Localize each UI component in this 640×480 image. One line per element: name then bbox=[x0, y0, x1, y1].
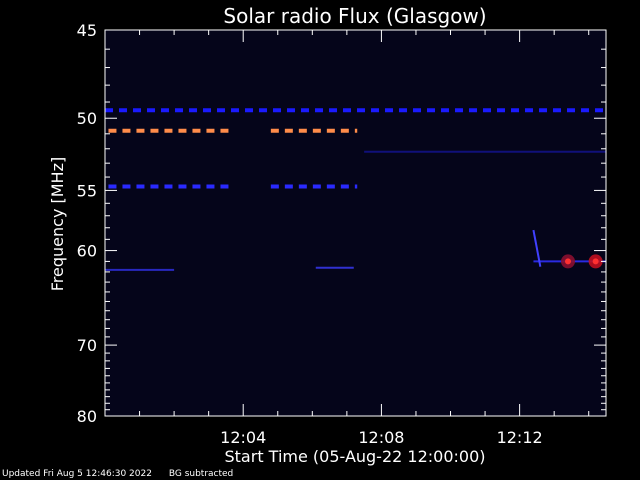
chart-title: Solar radio Flux (Glasgow) bbox=[223, 4, 486, 28]
y-tick-label: 45 bbox=[77, 21, 97, 40]
plot-background bbox=[105, 30, 606, 416]
x-tick-label: 12:12 bbox=[497, 428, 543, 447]
updated-timestamp: Updated Fri Aug 5 12:46:30 2022 bbox=[2, 469, 152, 479]
y-tick-label: 80 bbox=[77, 407, 97, 426]
radio-burst-core bbox=[564, 258, 571, 265]
y-tick-label: 50 bbox=[77, 109, 97, 128]
y-axis-label: Frequency [MHz] bbox=[48, 157, 67, 291]
y-tick-label: 60 bbox=[77, 242, 97, 261]
x-tick-label: 12:08 bbox=[358, 428, 404, 447]
drift-feature bbox=[532, 229, 542, 267]
bg-subtracted-note: BG subtracted bbox=[168, 469, 234, 479]
footer: Updated Fri Aug 5 12:46:30 2022 BG subtr… bbox=[2, 469, 247, 479]
y-tick-label: 55 bbox=[77, 181, 97, 200]
y-tick-label: 70 bbox=[77, 336, 97, 355]
radio-burst-core bbox=[592, 258, 599, 265]
x-axis-label: Start Time (05-Aug-22 12:00:00) bbox=[225, 447, 486, 466]
plot-frame bbox=[104, 29, 607, 417]
x-tick-label: 12:04 bbox=[220, 428, 266, 447]
